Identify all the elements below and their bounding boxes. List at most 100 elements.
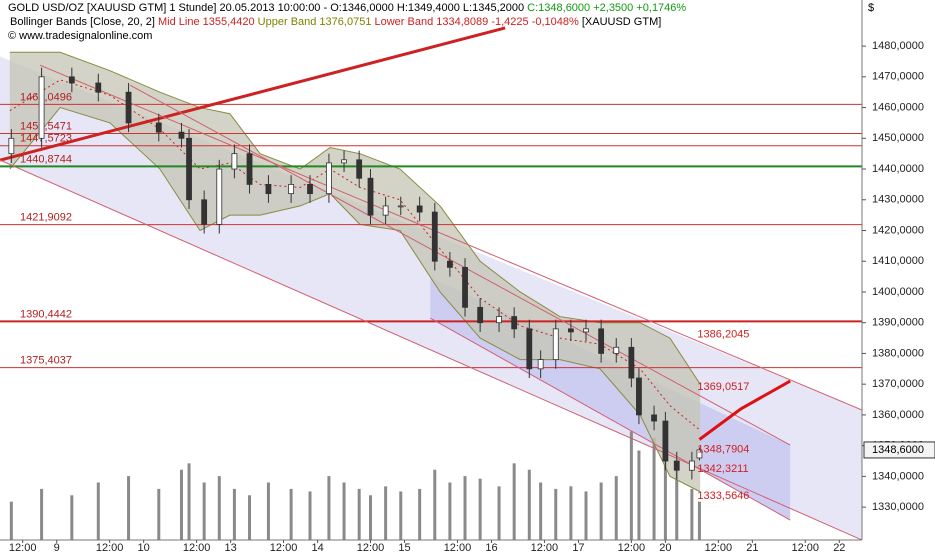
- candle-body: [216, 168, 223, 225]
- level-label: 1390,4442: [20, 308, 72, 320]
- volume-bar: [448, 482, 452, 540]
- candle-body: [68, 76, 75, 84]
- candle-body: [155, 122, 162, 133]
- volume-bar: [675, 463, 679, 540]
- y-tick-label: 1340,0000: [872, 470, 924, 482]
- x-tick-label: 14: [311, 542, 323, 554]
- volume-bar: [497, 486, 501, 540]
- x-tick-label: 12:00: [705, 542, 733, 554]
- x-tick-label: 21: [746, 542, 758, 554]
- level-label: 1461,0496: [20, 91, 72, 103]
- header-part: GOLD USD/OZ [XAUUSD GTM] 1 Stunde] 20.05…: [8, 2, 330, 14]
- volume-bar: [614, 476, 618, 540]
- x-tick-label: 12:00: [357, 542, 385, 554]
- x-tick-label: 10: [138, 542, 150, 554]
- candle-body: [526, 328, 533, 370]
- volume-bar: [690, 488, 694, 540]
- trend-line: [429, 317, 791, 521]
- y-tick-label: 1420,0000: [872, 224, 924, 236]
- header-part: [XAUUSD GTM]: [582, 16, 661, 28]
- x-tick-label: 17: [572, 542, 584, 554]
- channel-label: 1342,3211: [697, 463, 748, 475]
- candle-body: [696, 449, 703, 459]
- level-label: 1440,8744: [20, 153, 72, 165]
- candle-body: [537, 359, 544, 370]
- volume-bar: [663, 425, 667, 540]
- volume-bar: [40, 488, 44, 540]
- volume-bar: [308, 491, 312, 540]
- y-tick-label: 1470,0000: [872, 71, 924, 83]
- volume-bar: [187, 463, 191, 540]
- y-tick-label: 1440,0000: [872, 163, 924, 175]
- y-tick-label: 1380,0000: [872, 347, 924, 359]
- candle-body: [265, 184, 272, 195]
- trend-line: [0, 26, 506, 162]
- volume-bar: [463, 476, 467, 540]
- candle-body: [431, 211, 438, 262]
- volume-bar: [554, 488, 558, 540]
- y-tick-label: 1430,0000: [872, 194, 924, 206]
- candle-body: [231, 153, 238, 170]
- header-part: Mid Line 1355,4420: [158, 16, 258, 28]
- y-tick-label: 1390,0000: [872, 317, 924, 329]
- level-label: 1421,9092: [20, 212, 72, 224]
- header-line: GOLD USD/OZ [XAUUSD GTM] 1 Stunde] 20.05…: [8, 2, 686, 14]
- candle-body: [382, 205, 389, 216]
- candle-body: [628, 346, 635, 379]
- candle-body: [662, 420, 669, 462]
- volume-bar: [266, 482, 270, 540]
- header-part: O:1346,0000 H:1349,4000 L:1345,2000: [330, 2, 524, 14]
- y-axis-label: $: [868, 2, 874, 14]
- x-tick-label: 22: [833, 542, 845, 554]
- volume-bar: [70, 495, 74, 540]
- volume-bar: [202, 482, 206, 540]
- x-tick-label: 9: [54, 542, 60, 554]
- candle-body: [583, 328, 589, 333]
- volume-bar: [179, 469, 183, 540]
- candle-body: [367, 177, 374, 216]
- volume-bar: [369, 495, 373, 540]
- volume-bar: [637, 450, 641, 540]
- candle-body: [447, 260, 453, 268]
- volume-bar: [569, 486, 573, 540]
- header-part: © www.tradesignalonline.com: [8, 30, 152, 42]
- y-tick-label: 1450,0000: [872, 132, 924, 144]
- volume-bar: [599, 482, 603, 540]
- candle-body: [462, 266, 468, 308]
- y-tick-label: 1330,0000: [872, 501, 924, 513]
- volume-bar: [9, 501, 13, 540]
- volume-bar: [157, 488, 161, 540]
- candle-body: [636, 377, 642, 416]
- header-part: Bollinger Bands [Close, 20, 2]: [10, 16, 158, 28]
- candle-body: [178, 131, 185, 139]
- candle-body: [511, 316, 518, 330]
- volume-bar: [357, 488, 361, 540]
- y-tick-label: 1370,0000: [872, 378, 924, 390]
- candle-body: [125, 91, 132, 124]
- channel-label: 1333,5646: [697, 490, 749, 502]
- volume-bar: [527, 469, 531, 540]
- header-line: Bollinger Bands [Close, 20, 2] Mid Line …: [10, 16, 661, 28]
- channel-label: 1369,0517: [697, 381, 749, 393]
- candle-body: [477, 306, 484, 324]
- x-tick-label: 12:00: [531, 542, 559, 554]
- projection-line: [698, 379, 791, 441]
- volume-bar: [232, 488, 236, 540]
- candle-body: [356, 159, 363, 179]
- x-tick-label: 12:00: [183, 542, 211, 554]
- header-part: Lower Band 1334,8089: [375, 16, 492, 28]
- header-part: C:1348,6000 +2,3500 +0,1746%: [524, 2, 686, 14]
- bollinger-fill: [9, 52, 701, 492]
- volume-bar: [96, 482, 100, 540]
- x-tick-label: 12:00: [618, 542, 646, 554]
- x-tick-label: 12:00: [96, 542, 124, 554]
- candle-body: [326, 162, 332, 195]
- last-price-label: 1348,6000: [872, 444, 924, 456]
- y-tick-label: 1460,0000: [872, 101, 924, 113]
- candle-body: [673, 460, 680, 471]
- volume-bar: [584, 491, 588, 540]
- last-price-box: [863, 441, 935, 459]
- header-line: © www.tradesignalonline.com: [8, 30, 152, 42]
- candle-body: [651, 414, 657, 422]
- channel-label: 1348,7904: [697, 443, 749, 455]
